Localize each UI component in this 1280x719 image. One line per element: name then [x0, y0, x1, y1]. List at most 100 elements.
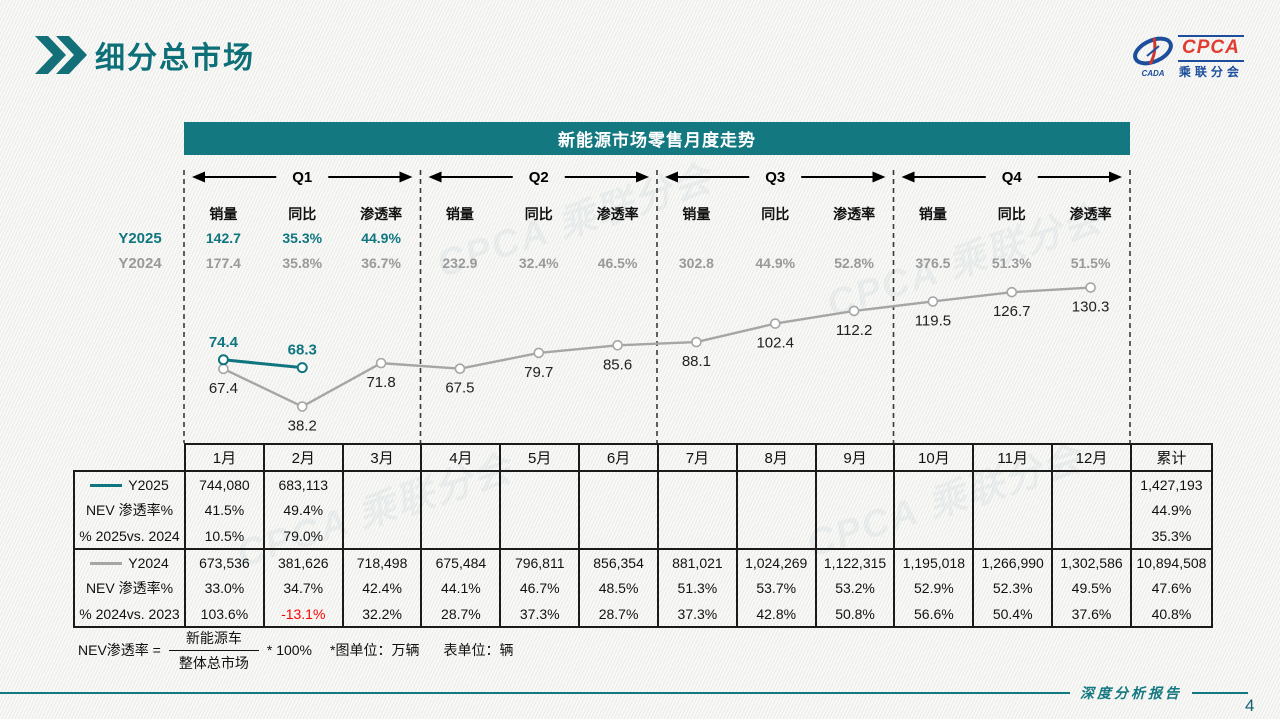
table-cell [578, 497, 659, 523]
chart-title: 新能源市场零售月度走势 [558, 131, 756, 150]
stat-value-y2024: 36.7% [361, 255, 401, 271]
monthly-data-table: 1月 2月 3月 4月 5月 6月 7月 8月 9月 10月 11月 12月 累计 Y2025 744,08… [73, 443, 1213, 628]
table-cell: 856,354 [578, 548, 659, 575]
table-cell [499, 497, 581, 523]
table-corner [74, 444, 185, 471]
table-cell: 10,894,508 [1129, 548, 1213, 575]
month-header: 3月 [341, 443, 423, 472]
table-cell: 40.8% [1129, 601, 1213, 628]
data-point-y2024 [296, 401, 308, 412]
table-cell [814, 497, 896, 523]
table-cell: 52.9% [893, 575, 975, 601]
data-point-label-y2024: 71.8 [366, 374, 395, 391]
data-point-y2024 [218, 363, 229, 375]
arrow-right-icon [872, 171, 886, 183]
page-header: 细分总市场 [35, 33, 255, 77]
stat-value-y2024: 46.5% [598, 255, 638, 271]
stat-header: 销量 [446, 206, 474, 222]
table-cell: 1,427,193 [1129, 470, 1213, 497]
chart-unit-note: *图单位：万辆 [330, 642, 420, 658]
table-cell [420, 523, 502, 549]
row-label: NEV 渗透率% [73, 497, 186, 523]
data-point-y2024 [769, 318, 781, 329]
table-cell: 35.3% [1129, 523, 1213, 549]
month-header: 6月 [578, 443, 659, 472]
stat-header: 渗透率 [833, 206, 875, 222]
logo-main-text: CPCA [1178, 34, 1244, 62]
month-header: 7月 [656, 443, 738, 472]
stat-header: 销量 [919, 206, 947, 222]
table-cell [972, 497, 1054, 523]
quarter-label: Q2 [529, 169, 549, 186]
month-header: 12月 [1051, 443, 1132, 472]
data-point-label-y2024: 85.6 [603, 356, 632, 373]
table-cell [341, 497, 423, 523]
stat-header: 渗透率 [597, 206, 639, 222]
stat-header: 同比 [525, 206, 553, 222]
table-cell [578, 523, 659, 549]
table-cell [341, 523, 423, 549]
table-cell: 53.2% [814, 575, 896, 601]
data-point-y2024 [691, 336, 702, 348]
series-marker [90, 484, 123, 488]
stat-header: 同比 [288, 206, 316, 222]
table-cell [735, 497, 817, 523]
table-cell: 53.7% [735, 575, 817, 601]
data-point-label-y2024: 126.7 [993, 303, 1031, 320]
data-point-label-y2024: 102.4 [756, 335, 794, 352]
data-point-y2024 [1085, 282, 1096, 293]
table-cell: 37.3% [499, 601, 581, 628]
fraction-numerator: 新能源车 [185, 629, 242, 646]
data-point-label-y2024: 38.2 [288, 418, 317, 435]
table-cell: 381,626 [262, 548, 344, 575]
formula-label: NEV渗透率 = [78, 642, 161, 658]
stat-header: 销量 [209, 206, 237, 222]
stat-value-y2024: 51.5% [1071, 255, 1111, 271]
table-cell: 718,498 [341, 548, 423, 575]
data-point-y2024 [927, 296, 939, 307]
page-footer: 深度分析报告 [0, 685, 1248, 702]
table-cell: 48.5% [578, 575, 659, 601]
row-label: Y2025 [73, 470, 186, 497]
stat-value-y2024: 376.5 [915, 255, 950, 271]
table-cell [735, 523, 817, 549]
arrow-right-icon [1108, 171, 1122, 183]
svg-text:CADA: CADA [1141, 69, 1164, 78]
table-cell: 47.6% [1129, 575, 1213, 601]
fraction-denominator: 整体总市场 [168, 649, 259, 673]
data-point-label-y2025: 68.3 [288, 342, 317, 359]
data-point-y2024 [533, 347, 545, 359]
quarter-label: Q1 [292, 169, 312, 186]
row-label: NEV 渗透率% [73, 575, 186, 601]
table-cell: 1,266,990 [972, 548, 1054, 575]
cpca-logo-mark-icon: CADA [1133, 36, 1173, 78]
table-cell: 683,113 [262, 470, 344, 497]
table-cell [1051, 470, 1132, 497]
table-cell [420, 497, 502, 523]
table-cell: 796,811 [499, 548, 581, 575]
stat-header: 同比 [761, 206, 789, 222]
table-cell: 44.1% [420, 575, 502, 601]
table-cell [420, 470, 502, 497]
table-cell: 1,122,315 [814, 548, 896, 575]
quarter-label: Q4 [1002, 169, 1023, 186]
table-cell: 744,080 [184, 470, 265, 497]
data-point-y2024 [1006, 286, 1018, 298]
table-cell: 52.3% [972, 575, 1054, 601]
stat-value-y2024: 44.9% [755, 255, 795, 271]
table-cell: 50.8% [814, 601, 896, 628]
page-number: 4 [1245, 696, 1255, 715]
quarter-label: Q3 [765, 169, 785, 186]
footnote: NEV渗透率 = 新能源车 整体总市场 * 100% *图单位：万辆 表单位：辆 [78, 629, 513, 673]
data-point-label-y2024: 79.7 [524, 364, 553, 381]
table-cell [1051, 497, 1132, 523]
table-cell: 41.5% [184, 497, 265, 523]
stat-value-y2025: 142.7 [206, 230, 241, 246]
table-row: % 2024vs. 2023 103.6% -13.1% 32.2% 28.7% 37.3… [73, 601, 1213, 628]
table-cell: 42.4% [341, 575, 423, 601]
data-point-y2024 [454, 363, 466, 374]
table-cell [893, 470, 975, 497]
nev-monthly-trend-chart: Q1 销量 142.7 177.4 同比 35.3% 35.8% 渗透率 44.9% 36.7% Q… [118, 169, 1131, 443]
table-cell [814, 523, 896, 549]
stat-value-y2024: 302.8 [679, 255, 714, 271]
